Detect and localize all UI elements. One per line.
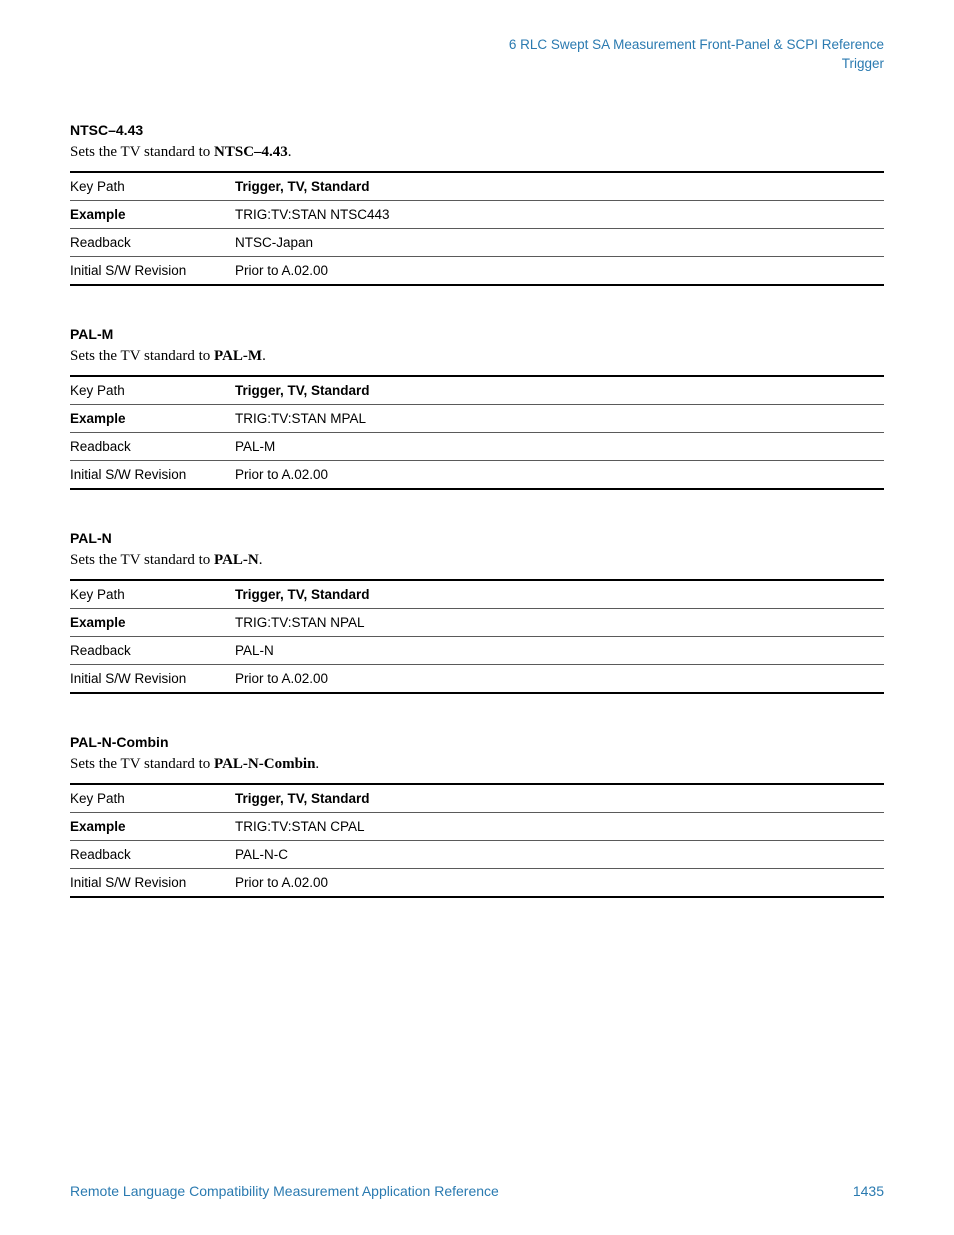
table-row: Key Path Trigger, TV, Standard: [70, 376, 884, 405]
row-value: NTSC-Japan: [235, 228, 884, 256]
header-line-2: Trigger: [70, 55, 884, 74]
reference-table: Key Path Trigger, TV, Standard Example T…: [70, 579, 884, 694]
row-value: Prior to A.02.00: [235, 256, 884, 285]
page: 6 RLC Swept SA Measurement Front-Panel &…: [0, 0, 954, 1235]
table-row: Example TRIG:TV:STAN NPAL: [70, 608, 884, 636]
row-value: Prior to A.02.00: [235, 460, 884, 489]
footer-title: Remote Language Compatibility Measuremen…: [70, 1183, 499, 1199]
table-row: Initial S/W Revision Prior to A.02.00: [70, 868, 884, 897]
table-row: Initial S/W Revision Prior to A.02.00: [70, 256, 884, 285]
table-row: Readback PAL-N: [70, 636, 884, 664]
section-heading: PAL-N-Combin: [70, 734, 884, 750]
section-description: Sets the TV standard to PAL-M.: [70, 348, 884, 365]
row-value: Prior to A.02.00: [235, 868, 884, 897]
table-row: Example TRIG:TV:STAN CPAL: [70, 812, 884, 840]
row-label: Readback: [70, 840, 235, 868]
desc-suffix: .: [288, 144, 292, 160]
desc-suffix: .: [259, 552, 263, 568]
section-pal-n-combin: PAL-N-Combin Sets the TV standard to PAL…: [70, 734, 884, 898]
reference-table: Key Path Trigger, TV, Standard Example T…: [70, 171, 884, 286]
row-value: TRIG:TV:STAN CPAL: [235, 812, 884, 840]
desc-bold: PAL-N-Combin: [214, 756, 315, 772]
row-value: Trigger, TV, Standard: [235, 580, 884, 609]
row-value: Trigger, TV, Standard: [235, 784, 884, 813]
table-row: Readback PAL-N-C: [70, 840, 884, 868]
footer-page-number: 1435: [853, 1183, 884, 1199]
table-row: Key Path Trigger, TV, Standard: [70, 784, 884, 813]
section-description: Sets the TV standard to PAL-N-Combin.: [70, 756, 884, 773]
row-label: Example: [70, 404, 235, 432]
row-value: TRIG:TV:STAN MPAL: [235, 404, 884, 432]
page-header: 6 RLC Swept SA Measurement Front-Panel &…: [70, 36, 884, 74]
table-row: Key Path Trigger, TV, Standard: [70, 172, 884, 201]
section-description: Sets the TV standard to PAL-N.: [70, 552, 884, 569]
row-value: PAL-M: [235, 432, 884, 460]
desc-prefix: Sets the TV standard to: [70, 756, 214, 772]
header-line-1: 6 RLC Swept SA Measurement Front-Panel &…: [70, 36, 884, 55]
row-label: Key Path: [70, 376, 235, 405]
row-label: Readback: [70, 636, 235, 664]
row-label: Key Path: [70, 784, 235, 813]
page-footer: Remote Language Compatibility Measuremen…: [70, 1183, 884, 1199]
row-label: Readback: [70, 228, 235, 256]
row-label: Initial S/W Revision: [70, 868, 235, 897]
row-label: Initial S/W Revision: [70, 256, 235, 285]
section-heading: PAL-N: [70, 530, 884, 546]
row-label: Key Path: [70, 172, 235, 201]
desc-prefix: Sets the TV standard to: [70, 552, 214, 568]
table-row: Initial S/W Revision Prior to A.02.00: [70, 664, 884, 693]
table-row: Example TRIG:TV:STAN NTSC443: [70, 200, 884, 228]
row-label: Initial S/W Revision: [70, 664, 235, 693]
section-heading: PAL-M: [70, 326, 884, 342]
row-label: Example: [70, 608, 235, 636]
row-value: Trigger, TV, Standard: [235, 172, 884, 201]
row-label: Example: [70, 200, 235, 228]
row-value: Prior to A.02.00: [235, 664, 884, 693]
reference-table: Key Path Trigger, TV, Standard Example T…: [70, 375, 884, 490]
table-row: Key Path Trigger, TV, Standard: [70, 580, 884, 609]
section-heading: NTSC–4.43: [70, 122, 884, 138]
section-pal-m: PAL-M Sets the TV standard to PAL-M. Key…: [70, 326, 884, 490]
desc-bold: PAL-N: [214, 552, 259, 568]
row-value: TRIG:TV:STAN NPAL: [235, 608, 884, 636]
section-description: Sets the TV standard to NTSC–4.43.: [70, 144, 884, 161]
row-label: Example: [70, 812, 235, 840]
row-value: TRIG:TV:STAN NTSC443: [235, 200, 884, 228]
row-value: PAL-N-C: [235, 840, 884, 868]
desc-suffix: .: [315, 756, 319, 772]
row-value: PAL-N: [235, 636, 884, 664]
reference-table: Key Path Trigger, TV, Standard Example T…: [70, 783, 884, 898]
table-row: Example TRIG:TV:STAN MPAL: [70, 404, 884, 432]
section-ntsc-443: NTSC–4.43 Sets the TV standard to NTSC–4…: [70, 122, 884, 286]
desc-prefix: Sets the TV standard to: [70, 348, 214, 364]
row-label: Key Path: [70, 580, 235, 609]
table-row: Initial S/W Revision Prior to A.02.00: [70, 460, 884, 489]
desc-prefix: Sets the TV standard to: [70, 144, 214, 160]
table-row: Readback PAL-M: [70, 432, 884, 460]
desc-bold: PAL-M: [214, 348, 262, 364]
desc-bold: NTSC–4.43: [214, 144, 288, 160]
row-label: Initial S/W Revision: [70, 460, 235, 489]
section-pal-n: PAL-N Sets the TV standard to PAL-N. Key…: [70, 530, 884, 694]
row-value: Trigger, TV, Standard: [235, 376, 884, 405]
desc-suffix: .: [262, 348, 266, 364]
row-label: Readback: [70, 432, 235, 460]
table-row: Readback NTSC-Japan: [70, 228, 884, 256]
